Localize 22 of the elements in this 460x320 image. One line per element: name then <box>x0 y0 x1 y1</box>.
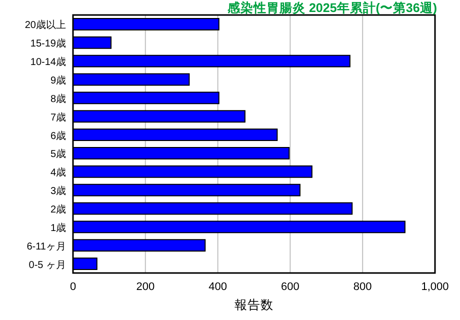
x-tick-label: 400 <box>208 281 227 293</box>
y-tick-label: 4歳 <box>50 166 66 179</box>
x-tick-label: 600 <box>281 281 300 293</box>
y-tick-label: 8歳 <box>50 92 66 105</box>
chart-title: 感染性胃腸炎 2025年累計(〜第36週) <box>226 0 437 15</box>
y-tick-label: 20歳以上 <box>24 19 66 32</box>
x-tick-label: 1,000 <box>421 281 449 293</box>
x-axis-title: 報告数 <box>234 298 274 312</box>
x-tick-label: 800 <box>353 281 372 293</box>
y-tick-label: 15-19歳 <box>30 38 66 50</box>
x-tick-label: 0 <box>70 281 76 293</box>
y-tick-label: 6歳 <box>50 130 66 142</box>
y-tick-label: 5歳 <box>50 148 66 160</box>
y-tick-label: 9歳 <box>50 74 66 86</box>
x-tick-label: 200 <box>136 281 155 293</box>
y-tick-label: 2歳 <box>50 204 66 216</box>
y-tick-label: 0-5 ヶ月 <box>28 260 66 271</box>
y-tick-label: 1歳 <box>50 222 66 234</box>
y-tick-label: 6-11ヶ月 <box>26 241 66 252</box>
y-tick-label: 10-14歳 <box>30 56 66 68</box>
y-tick-label: 3歳 <box>50 185 66 198</box>
y-tick-label: 7歳 <box>50 111 66 124</box>
